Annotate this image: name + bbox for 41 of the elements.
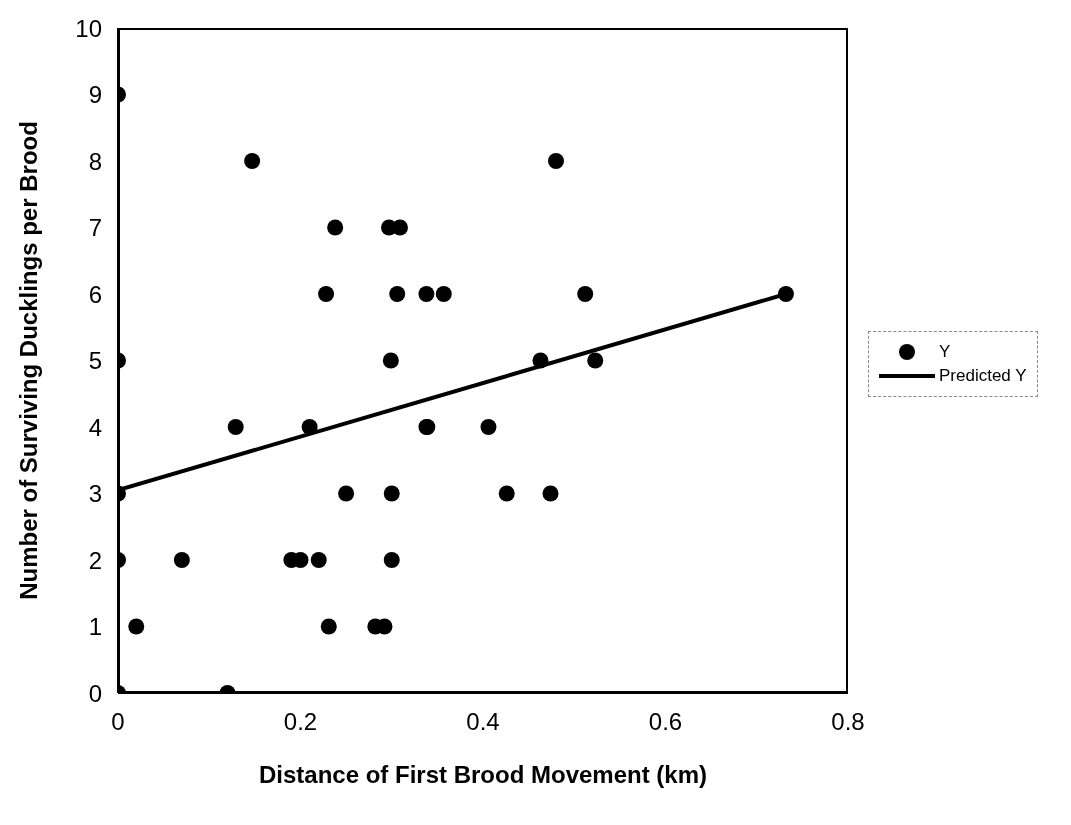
- y-tick-label: 2: [88, 546, 102, 574]
- legend-label: Y: [939, 341, 951, 362]
- point: [389, 286, 406, 302]
- point: [338, 485, 355, 502]
- point: [542, 485, 559, 502]
- x-tick-label: 0.2: [283, 708, 318, 736]
- point: [435, 286, 452, 302]
- x-tick-label: 0.4: [466, 708, 500, 736]
- point: [480, 419, 497, 435]
- x-axis-title: Distance of First Brood Movement (km): [258, 761, 708, 788]
- point: [548, 153, 564, 169]
- y-tick-label: 7: [88, 214, 102, 242]
- y-tick-label: 8: [88, 147, 102, 175]
- point: [173, 552, 190, 568]
- point: [310, 552, 327, 568]
- point: [320, 618, 337, 635]
- x-tick-label: 0: [111, 708, 125, 736]
- legend-label: Predicted Y: [939, 365, 1027, 386]
- x-tick-label: 0.8: [831, 708, 865, 736]
- y-tick-label: 9: [88, 81, 102, 109]
- point: [227, 419, 244, 435]
- y-tick-label: 5: [88, 347, 102, 375]
- x-tick-label: 0.6: [648, 708, 683, 736]
- point: [382, 352, 399, 369]
- y-tick-label: 1: [88, 613, 102, 641]
- y-tick-label: 10: [75, 14, 102, 42]
- point: [498, 485, 515, 502]
- point: [577, 286, 594, 302]
- y-tick-label: 3: [88, 480, 102, 508]
- point: [318, 286, 335, 302]
- point: [587, 352, 604, 369]
- y-tick-label: 6: [88, 280, 102, 308]
- point: [383, 552, 400, 568]
- point: [418, 286, 435, 302]
- point: [128, 618, 145, 635]
- point: [383, 485, 400, 502]
- point: [327, 219, 344, 236]
- y-tick-label: 4: [88, 413, 102, 441]
- point: [244, 153, 261, 169]
- y-axis-title: Number of Surviving Ducklings per Brood: [14, 121, 42, 600]
- y-tick-label: 0: [88, 679, 102, 707]
